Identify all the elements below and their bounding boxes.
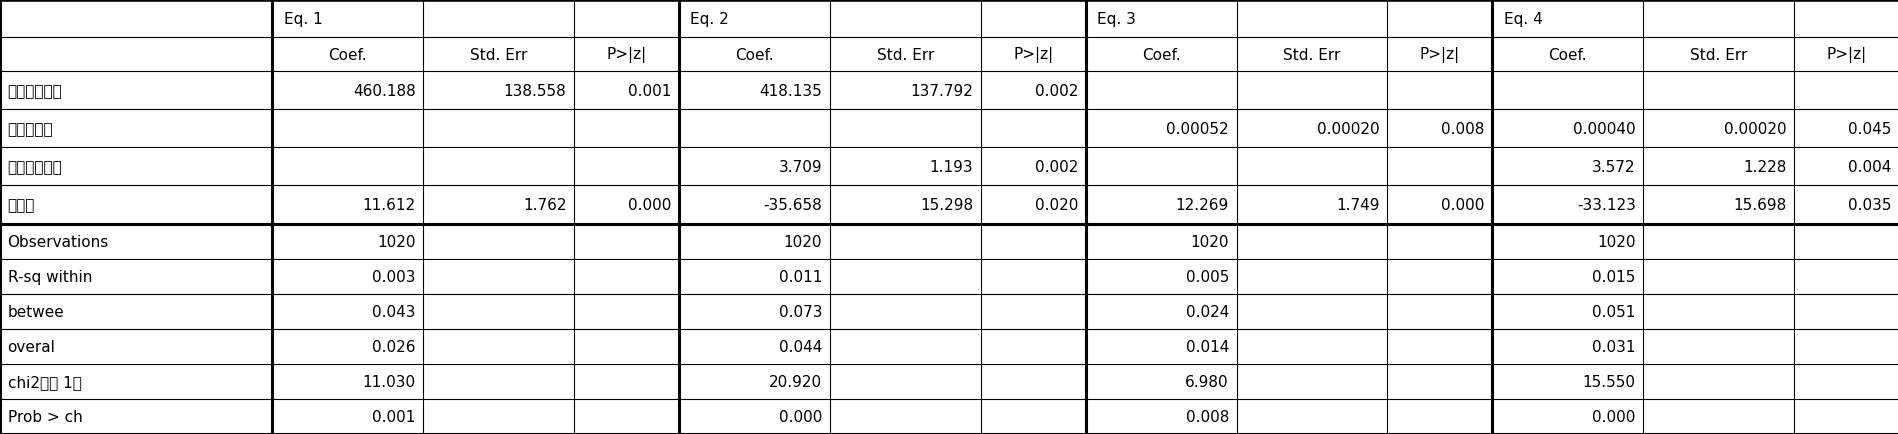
Text: 460.188: 460.188 [353, 83, 416, 99]
Text: 137.792: 137.792 [909, 83, 972, 99]
Text: 1.193: 1.193 [930, 160, 972, 174]
Text: 0.051: 0.051 [1591, 304, 1634, 319]
Text: 0.020: 0.020 [1034, 197, 1078, 213]
Text: Eq. 1: Eq. 1 [283, 12, 323, 26]
Text: -35.658: -35.658 [763, 197, 822, 213]
Text: 0.00020: 0.00020 [1723, 122, 1786, 136]
Text: 0.000: 0.000 [1441, 197, 1484, 213]
Text: 役員持株数: 役員持株数 [8, 122, 53, 136]
Text: betwee: betwee [8, 304, 65, 319]
Text: 11.612: 11.612 [363, 197, 416, 213]
Text: 0.073: 0.073 [778, 304, 822, 319]
Text: 0.00040: 0.00040 [1572, 122, 1634, 136]
Text: Std. Err: Std. Err [469, 47, 528, 62]
Text: 20.920: 20.920 [769, 374, 822, 389]
Text: 0.044: 0.044 [778, 339, 822, 354]
Text: 0.001: 0.001 [372, 409, 416, 424]
Text: R-sq within: R-sq within [8, 269, 91, 284]
Text: 0.00020: 0.00020 [1317, 122, 1380, 136]
Text: 0.026: 0.026 [372, 339, 416, 354]
Text: 15.698: 15.698 [1733, 197, 1786, 213]
Text: 定数項: 定数項 [8, 197, 34, 213]
Text: 3.572: 3.572 [1591, 160, 1634, 174]
Text: 0.005: 0.005 [1184, 269, 1228, 284]
Text: 15.298: 15.298 [919, 197, 972, 213]
Text: 1.228: 1.228 [1742, 160, 1786, 174]
Text: 1.749: 1.749 [1336, 197, 1380, 213]
Text: 売上（対数）: 売上（対数） [8, 160, 63, 174]
Text: 0.045: 0.045 [1847, 122, 1890, 136]
Text: 12.269: 12.269 [1175, 197, 1228, 213]
Text: 0.024: 0.024 [1184, 304, 1228, 319]
Text: 1020: 1020 [378, 234, 416, 249]
Text: Prob > ch: Prob > ch [8, 409, 82, 424]
Text: Coef.: Coef. [1547, 47, 1587, 62]
Text: Eq. 4: Eq. 4 [1503, 12, 1541, 26]
Text: 0.015: 0.015 [1591, 269, 1634, 284]
Text: chi2（　 1）: chi2（ 1） [8, 374, 82, 389]
Text: 0.008: 0.008 [1184, 409, 1228, 424]
Text: Eq. 3: Eq. 3 [1097, 12, 1135, 26]
Text: 0.014: 0.014 [1184, 339, 1228, 354]
Text: 0.00052: 0.00052 [1165, 122, 1228, 136]
Text: 3.709: 3.709 [778, 160, 822, 174]
Text: P>|z|: P>|z| [1826, 47, 1866, 63]
Text: 0.031: 0.031 [1591, 339, 1634, 354]
Text: Std. Err: Std. Err [877, 47, 934, 62]
Text: Eq. 2: Eq. 2 [691, 12, 729, 26]
Text: 0.002: 0.002 [1034, 83, 1078, 99]
Text: P>|z|: P>|z| [605, 47, 647, 63]
Text: Observations: Observations [8, 234, 108, 249]
Text: 0.035: 0.035 [1847, 197, 1890, 213]
Text: -33.123: -33.123 [1575, 197, 1634, 213]
Text: Coef.: Coef. [1141, 47, 1181, 62]
Text: 0.011: 0.011 [778, 269, 822, 284]
Text: 役員持株比率: 役員持株比率 [8, 83, 63, 99]
Text: 1020: 1020 [1596, 234, 1634, 249]
Text: P>|z|: P>|z| [1012, 47, 1053, 63]
Text: 138.558: 138.558 [503, 83, 566, 99]
Text: Coef.: Coef. [328, 47, 366, 62]
Text: 15.550: 15.550 [1581, 374, 1634, 389]
Text: 0.003: 0.003 [372, 269, 416, 284]
Text: 0.004: 0.004 [1847, 160, 1890, 174]
Text: P>|z|: P>|z| [1420, 47, 1460, 63]
Text: 1.762: 1.762 [522, 197, 566, 213]
Text: 0.001: 0.001 [628, 83, 672, 99]
Text: Std. Err: Std. Err [1283, 47, 1340, 62]
Text: 1020: 1020 [1190, 234, 1228, 249]
Text: 0.043: 0.043 [372, 304, 416, 319]
Text: 0.000: 0.000 [1591, 409, 1634, 424]
Text: Coef.: Coef. [735, 47, 772, 62]
Text: 0.002: 0.002 [1034, 160, 1078, 174]
Text: 1020: 1020 [784, 234, 822, 249]
Text: 6.980: 6.980 [1184, 374, 1228, 389]
Text: 11.030: 11.030 [363, 374, 416, 389]
Text: 418.135: 418.135 [759, 83, 822, 99]
Text: overal: overal [8, 339, 55, 354]
Text: 0.008: 0.008 [1441, 122, 1484, 136]
Text: 0.000: 0.000 [628, 197, 672, 213]
Text: 0.000: 0.000 [778, 409, 822, 424]
Text: Std. Err: Std. Err [1689, 47, 1746, 62]
